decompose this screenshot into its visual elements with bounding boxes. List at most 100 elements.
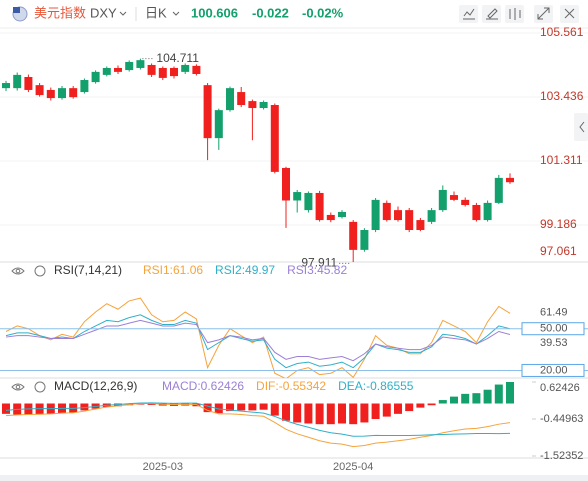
change: -0.022	[252, 5, 289, 20]
macd-line	[5, 402, 511, 437]
indicator-title: RSI(7,14,21)	[54, 263, 122, 277]
candle-body	[69, 88, 78, 98]
tool-icon	[509, 8, 521, 20]
eye-pupil	[15, 384, 21, 390]
macd-bar	[270, 403, 279, 416]
gear-icon[interactable]	[34, 265, 46, 277]
candle-body	[102, 67, 111, 75]
macd-bar	[304, 403, 313, 424]
legend-entry: RSI3:45.82	[287, 263, 347, 277]
candle-body	[80, 80, 89, 93]
candle-body	[394, 210, 402, 221]
candle-body	[181, 64, 190, 72]
macd-bar	[461, 393, 470, 404]
y-tick-label: 0.62426	[540, 382, 580, 394]
candle-body	[114, 67, 122, 72]
candle-body	[158, 67, 167, 78]
legend-entry: DIF:-0.55342	[256, 379, 326, 393]
macd-bar	[405, 403, 414, 412]
macd-bar	[248, 403, 257, 411]
candle-body	[35, 85, 44, 96]
macd-bar	[2, 403, 10, 414]
y-tick-label: 103.436	[540, 89, 584, 103]
y-tick-label: 101.311	[540, 153, 583, 167]
x-tick-label: 2025-03	[143, 461, 183, 473]
dropdown-arrow	[172, 11, 180, 16]
candle-body	[203, 85, 212, 139]
y-tick-label: -1.52352	[540, 450, 583, 462]
reference-label-box	[521, 363, 585, 377]
macd-bar	[203, 403, 212, 413]
macd-bar	[338, 403, 346, 424]
candle-body	[382, 202, 391, 221]
candle-body	[472, 205, 481, 221]
max-annotation: 104.711	[156, 51, 199, 65]
candle-body	[494, 177, 503, 203]
gear-icon[interactable]	[34, 381, 46, 393]
macd-line	[5, 403, 511, 448]
legend-entry: MACD:0.62426	[162, 379, 244, 393]
candle-body	[427, 210, 436, 222]
x-tick-label: 2025-04	[333, 461, 373, 473]
candle-body	[214, 110, 223, 139]
macd-bar	[226, 403, 234, 412]
macd-bar	[282, 403, 290, 421]
y-tick-label: 99.186	[540, 217, 577, 231]
legend-entry: DEA:-0.86555	[338, 379, 414, 393]
reference-label-box	[521, 322, 585, 336]
period[interactable]: 日K	[145, 5, 167, 20]
y-tick-label: 50.00	[540, 323, 568, 335]
y-tick-label: -0.44963	[540, 413, 583, 425]
macd-bar	[450, 396, 458, 404]
macd-bar	[394, 403, 402, 414]
candle-body	[282, 167, 290, 201]
candle-body	[405, 210, 414, 230]
macd-bar	[349, 403, 358, 425]
tool-button[interactable]	[482, 5, 501, 23]
instrument-symbol[interactable]: DXY	[90, 5, 117, 20]
candle-body	[315, 192, 324, 221]
macd-bar	[293, 403, 302, 423]
macd-bar	[427, 403, 436, 406]
price: 100.606	[191, 5, 238, 20]
tool-icon	[463, 8, 475, 20]
candle-body	[136, 60, 145, 68]
macd-bar	[147, 403, 156, 405]
candle-body	[416, 220, 425, 230]
y-tick-label: 39.53	[540, 337, 568, 349]
candle-body	[237, 92, 246, 106]
macd-bar	[237, 403, 246, 411]
eye-icon[interactable]	[11, 383, 25, 391]
candle-body	[125, 61, 134, 71]
macd-bar	[416, 403, 425, 408]
flag-canton	[13, 7, 20, 13]
candle-body	[46, 89, 55, 99]
footer-bar	[0, 475, 588, 481]
macd-bar	[214, 403, 223, 414]
candle-body	[248, 101, 257, 109]
candle-body	[2, 83, 10, 89]
candle-body	[371, 199, 380, 230]
tool-icon	[537, 7, 550, 20]
macd-bar	[259, 403, 268, 410]
tool-icon	[486, 8, 498, 20]
tool-icon	[564, 8, 575, 19]
collapse-icon	[579, 121, 585, 133]
min-annotation: 97.911	[301, 256, 337, 270]
candle-body	[13, 74, 22, 89]
candle-body	[483, 202, 492, 221]
candle-body	[170, 67, 178, 77]
candle-body	[259, 101, 268, 109]
collapse-button[interactable]	[574, 113, 588, 141]
eye-pupil	[15, 268, 21, 274]
legend-entry: RSI1:61.06	[143, 263, 203, 277]
eye-icon[interactable]	[11, 267, 25, 275]
candle-body	[450, 195, 458, 200]
rsi-line	[5, 297, 511, 378]
macd-bar	[494, 384, 503, 404]
change-percent: -0.02%	[302, 5, 344, 20]
macd-bar	[483, 389, 492, 404]
y-tick-label: 61.49	[540, 307, 568, 319]
macd-bar	[472, 393, 481, 404]
